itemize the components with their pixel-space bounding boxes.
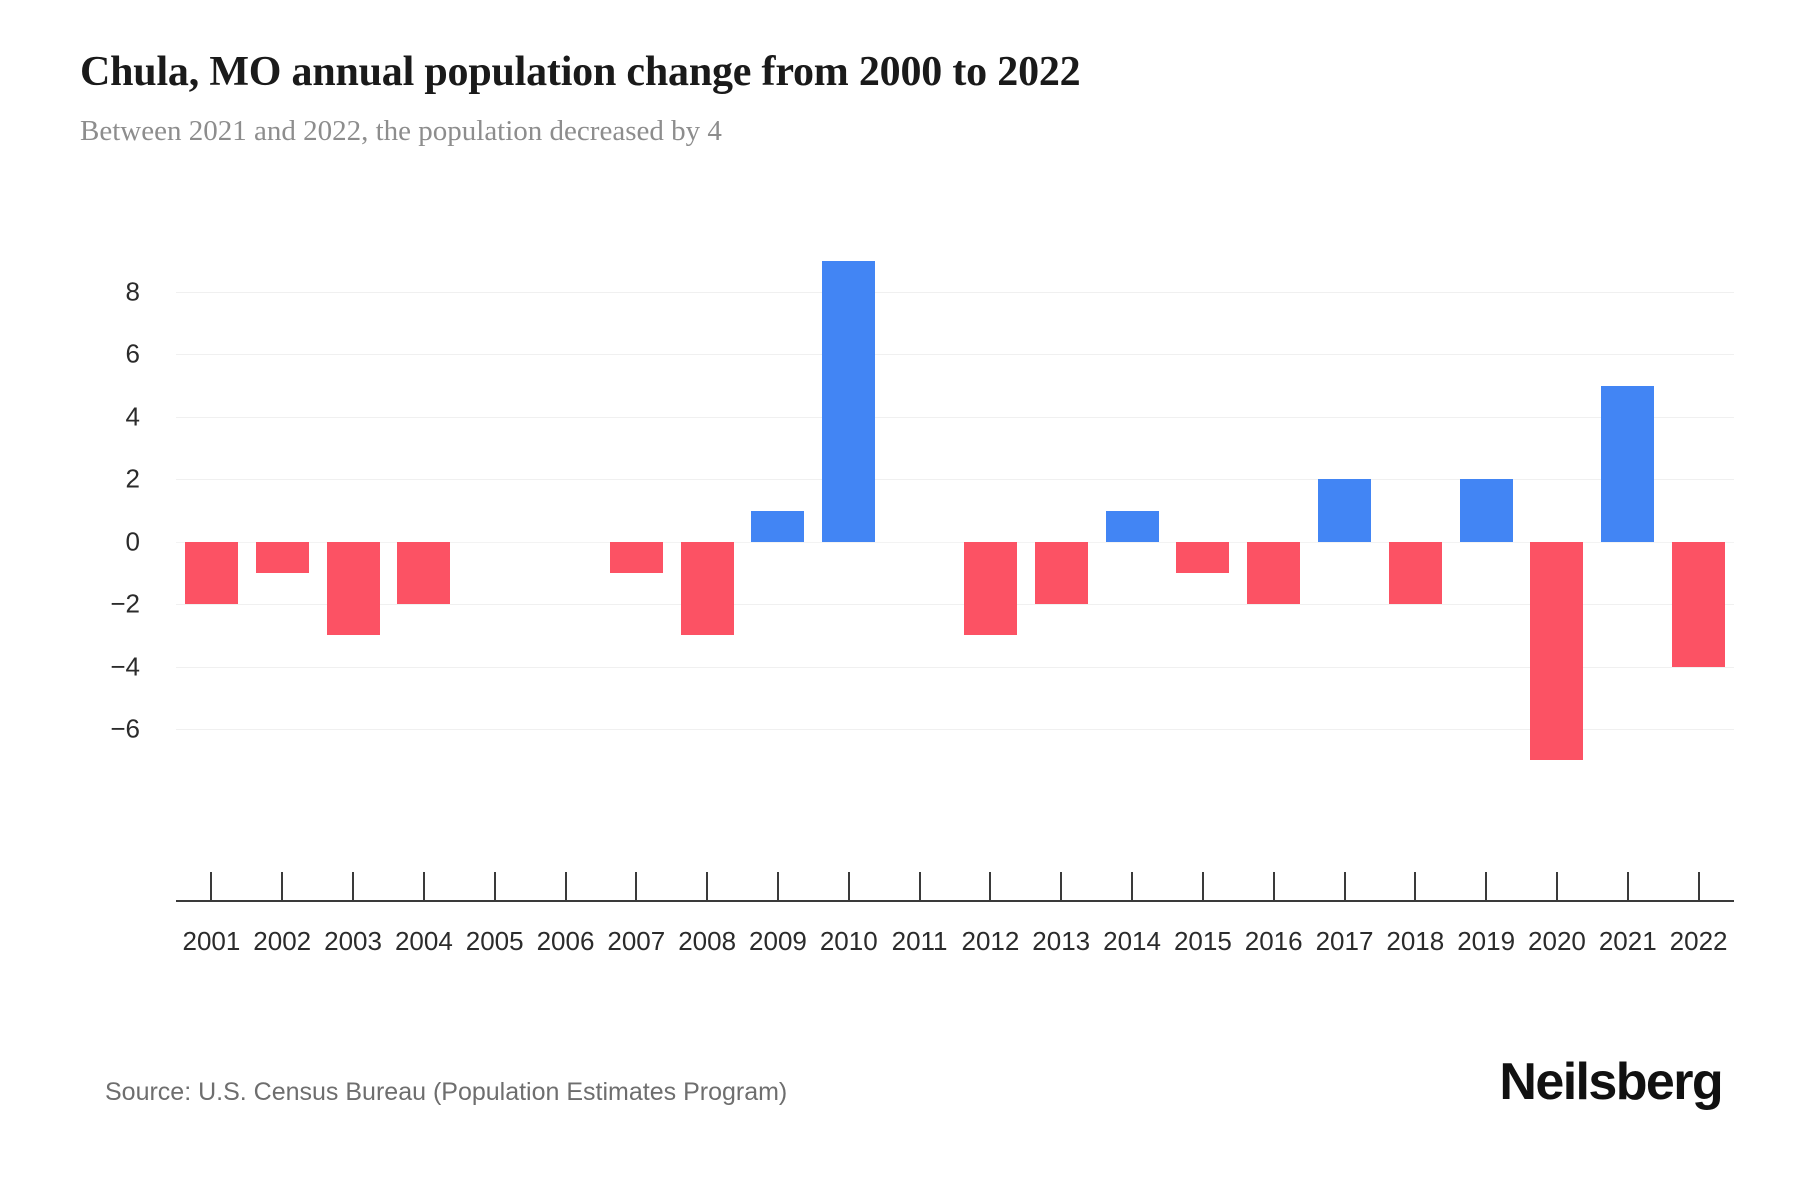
bar-2022[interactable] <box>1672 541 1726 667</box>
gridline-4 <box>176 416 1734 418</box>
x-axis-tick <box>1060 872 1063 900</box>
bar-2016[interactable] <box>1247 541 1301 605</box>
y-axis-tick-label: 8 <box>125 276 140 307</box>
y-axis-tick-label: 6 <box>125 338 140 369</box>
neilsberg-logo: Neilsberg <box>1499 1053 1723 1111</box>
x-axis-tick <box>352 872 355 900</box>
x-axis-tick <box>422 872 425 900</box>
x-axis-tick-label: 2017 <box>1315 926 1374 956</box>
x-axis-tick <box>281 872 284 900</box>
x-axis-tick-label: 2003 <box>324 926 382 956</box>
bar-2013[interactable] <box>1034 541 1088 605</box>
x-axis-tick <box>210 872 213 900</box>
x-axis-tick-label: 2022 <box>1669 926 1728 956</box>
y-axis-tick-label: 2 <box>125 463 140 494</box>
bar-2012[interactable] <box>963 541 1017 636</box>
bar-2014[interactable] <box>1105 510 1159 542</box>
bar-2001[interactable] <box>184 541 238 605</box>
x-axis-tick-label: 2016 <box>1244 926 1303 956</box>
gridline--4 <box>176 666 1734 668</box>
x-axis-line <box>176 900 1734 902</box>
x-axis-tick <box>1131 872 1134 900</box>
x-axis-tick-label: 2012 <box>961 926 1020 956</box>
x-axis-tick <box>1697 872 1700 900</box>
bar-2004[interactable] <box>397 541 451 605</box>
x-axis-tick-label: 2018 <box>1386 926 1445 956</box>
gridline--6 <box>176 729 1734 731</box>
bar-2019[interactable] <box>1459 479 1513 542</box>
gridline-8 <box>176 291 1734 293</box>
x-axis-tick <box>847 872 850 900</box>
x-axis-tick <box>635 872 638 900</box>
x-axis-tick <box>1343 872 1346 900</box>
x-axis-tick-label: 2020 <box>1528 926 1586 956</box>
x-axis-tick <box>564 872 567 900</box>
bar-2009[interactable] <box>751 510 805 542</box>
x-axis-tick <box>989 872 992 900</box>
bar-2003[interactable] <box>326 541 380 636</box>
bar-2021[interactable] <box>1601 385 1655 542</box>
x-axis-tick-label: 2008 <box>678 926 737 956</box>
page-title: Chula, MO annual population change from … <box>80 49 1081 95</box>
x-axis-tick <box>1272 872 1275 900</box>
x-axis-tick-label: 2004 <box>394 926 453 956</box>
x-axis-tick-label: 2006 <box>536 926 595 956</box>
gridline-2 <box>176 479 1734 481</box>
x-axis-tick-label: 2005 <box>465 926 524 956</box>
x-axis-tick <box>1414 872 1417 900</box>
x-axis-tick <box>918 872 921 900</box>
x-axis-tick-label: 2009 <box>749 926 807 956</box>
source-caption: Source: U.S. Census Bureau (Population E… <box>105 1078 788 1106</box>
x-axis-tick-label: 2011 <box>891 926 948 956</box>
y-axis-tick-label: −2 <box>110 588 140 619</box>
x-axis-tick <box>1201 872 1204 900</box>
x-axis-tick <box>493 872 496 900</box>
x-axis-tick-label: 2007 <box>607 926 666 956</box>
gridline--2 <box>176 604 1734 606</box>
x-axis-tick-label: 2002 <box>253 926 312 956</box>
y-axis-tick-label: 0 <box>125 526 140 557</box>
x-axis-tick <box>706 872 709 900</box>
x-axis-tick-label: 2001 <box>182 926 241 956</box>
x-axis-tick-label: 2010 <box>819 926 878 956</box>
chart-subtitle: Between 2021 and 2022, the population de… <box>80 115 722 148</box>
x-axis-tick-label: 2021 <box>1598 926 1657 956</box>
x-axis-tick <box>776 872 779 900</box>
chart-header: Chula, MO annual population change from … <box>80 48 1720 149</box>
x-axis-tick-label: 2015 <box>1173 926 1232 956</box>
x-axis-tick-label: 2014 <box>1103 926 1161 956</box>
bar-2008[interactable] <box>680 541 734 636</box>
bar-2018[interactable] <box>1388 541 1442 605</box>
y-axis-tick-label: 4 <box>125 401 140 432</box>
bar-2017[interactable] <box>1318 479 1371 542</box>
x-axis-tick-label: 2019 <box>1457 926 1516 956</box>
bar-2015[interactable] <box>1176 541 1230 573</box>
bar-2007[interactable] <box>609 541 663 573</box>
y-axis-tick-label: −6 <box>110 713 140 744</box>
x-axis-tick <box>1485 872 1488 900</box>
x-axis-tick <box>1555 872 1558 900</box>
gridline-0 <box>176 541 1734 543</box>
x-axis-tick-label: 2013 <box>1032 926 1091 956</box>
bar-2020[interactable] <box>1530 541 1584 761</box>
x-axis-tick <box>1626 872 1629 900</box>
y-axis-tick-label: −4 <box>110 651 140 682</box>
bar-2002[interactable] <box>255 541 309 573</box>
gridline-6 <box>176 354 1734 356</box>
bar-2010[interactable] <box>822 260 876 542</box>
